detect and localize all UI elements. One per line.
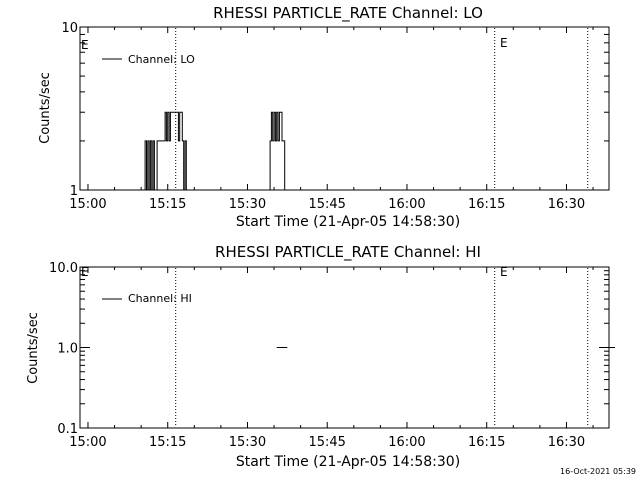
- x-tick-label: 15:15: [149, 197, 186, 212]
- x-tick-label: 15:30: [229, 197, 266, 212]
- x-tick-label: 15:00: [69, 435, 106, 450]
- x-tick-label: 15:30: [229, 435, 266, 450]
- footer-timestamp: 16-Oct-2021 05:39: [560, 467, 636, 476]
- x-tick-label: 15:15: [149, 435, 186, 450]
- y-tick-label: 10: [61, 21, 78, 36]
- x-axis-label: Start Time (21-Apr-05 14:58:30): [236, 454, 460, 470]
- event-marker-label: E: [500, 265, 508, 279]
- x-tick-label: 16:30: [548, 197, 585, 212]
- x-axis-label: Start Time (21-Apr-05 14:58:30): [236, 214, 460, 230]
- legend-label: Channel: HI: [128, 292, 192, 305]
- y-tick-label: 0.1: [57, 422, 78, 437]
- y-axis-label: Counts/sec: [38, 72, 53, 144]
- legend-label: Channel: LO: [128, 53, 195, 66]
- y-tick-label: 1: [70, 184, 78, 199]
- edge-marker-label: E: [81, 265, 89, 279]
- plot-frame: [79, 26, 610, 191]
- x-tick-label: 16:15: [468, 435, 505, 450]
- x-tick-label: 16:00: [388, 435, 425, 450]
- event-marker-label: E: [500, 36, 508, 50]
- y-tick-label: 1.0: [57, 342, 78, 357]
- x-tick-label: 15:00: [69, 197, 106, 212]
- x-tick-label: 15:45: [308, 197, 345, 212]
- chart-title: RHESSI PARTICLE_RATE Channel: HI: [215, 243, 481, 262]
- chart-panel-lo: RHESSI PARTICLE_RATE Channel: LO Start T…: [38, 4, 610, 230]
- x-tick-label: 15:45: [308, 435, 345, 450]
- y-tick-label: 10.0: [49, 261, 78, 276]
- chart-title: RHESSI PARTICLE_RATE Channel: LO: [213, 4, 483, 23]
- data-series-line: [143, 111, 286, 191]
- x-tick-label: 16:00: [388, 197, 425, 212]
- x-tick-label: 16:30: [548, 435, 585, 450]
- x-tick-label: 16:15: [468, 197, 505, 212]
- edge-marker-label: E: [81, 38, 89, 52]
- chart-panel-hi: RHESSI PARTICLE_RATE Channel: HI Start T…: [26, 243, 615, 470]
- y-axis-label: Counts/sec: [26, 312, 41, 384]
